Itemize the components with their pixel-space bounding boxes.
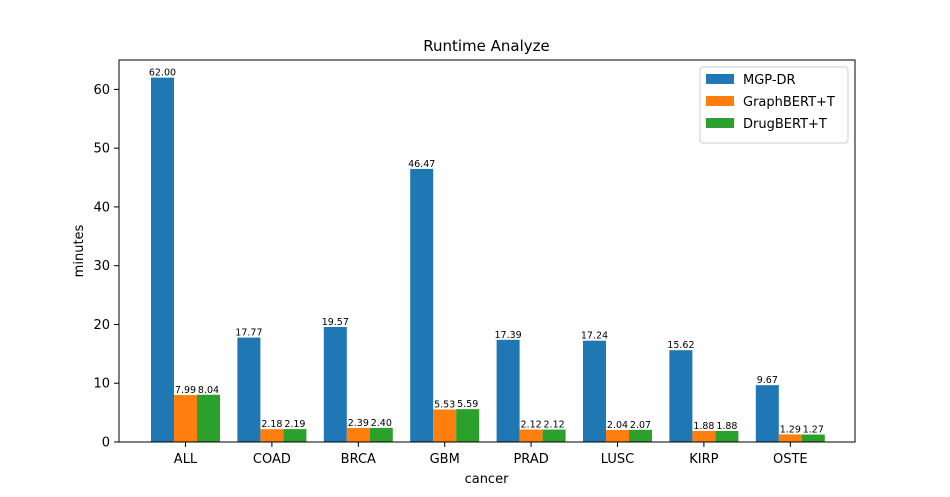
bar-mgp-dr-prad — [496, 339, 520, 442]
x-tick-label-coad: COAD — [253, 452, 291, 467]
bar-value-label: 2.12 — [544, 420, 565, 431]
y-tick-label: 30 — [93, 259, 110, 274]
bar-mgp-dr-kirp — [669, 350, 693, 442]
y-tick-label: 60 — [93, 83, 110, 98]
bar-graphbert-t-prad — [519, 429, 543, 442]
bar-mgp-dr-coad — [237, 337, 261, 442]
bar-value-label: 2.39 — [348, 418, 369, 429]
legend-swatch-mgp-dr — [706, 74, 734, 84]
legend: MGP-DR GraphBERT+T DrugBERT+T — [699, 66, 849, 144]
bar-value-label: 2.12 — [521, 420, 542, 431]
x-tick-label-all: ALL — [174, 452, 198, 467]
bar-drugbert-t-prad — [542, 429, 566, 442]
bar-mgp-dr-brca — [323, 326, 347, 442]
y-tick-label: 10 — [93, 377, 110, 392]
bar-value-label: 1.88 — [716, 421, 737, 432]
y-tick-label: 50 — [93, 142, 110, 157]
bar-value-label: 1.29 — [780, 424, 801, 435]
bar-drugbert-t-oste — [801, 434, 825, 442]
bar-value-label: 7.99 — [175, 385, 196, 396]
bar-graphbert-t-brca — [346, 427, 370, 442]
bar-value-label: 46.47 — [408, 159, 435, 170]
x-tick-label-oste: OSTE — [773, 452, 808, 467]
y-tick-label: 20 — [93, 318, 110, 333]
bar-drugbert-t-gbm — [456, 409, 480, 442]
bar-graphbert-t-lusc — [606, 430, 629, 442]
bar-graphbert-t-all — [174, 395, 197, 442]
bar-value-label: 17.77 — [235, 328, 262, 339]
bar-mgp-dr-all — [151, 77, 174, 442]
y-axis-title: minutes — [72, 224, 87, 277]
bar-graphbert-t-kirp — [692, 430, 716, 442]
y-axis-ticks: 0 10 20 30 40 50 60 — [93, 83, 119, 451]
legend-label-graphbert-t: GraphBERT+T — [743, 95, 835, 110]
y-tick-label: 0 — [102, 436, 110, 451]
bar-graphbert-t-gbm — [433, 409, 457, 442]
bar-value-label: 5.59 — [457, 399, 478, 410]
bar-value-label: 19.57 — [322, 317, 349, 328]
bar-graphbert-t-oste — [778, 434, 802, 442]
bar-drugbert-t-coad — [283, 429, 307, 442]
chart-title: Runtime Analyze — [423, 37, 550, 55]
plot-frame — [118, 59, 856, 443]
bar-graphbert-t-coad — [260, 429, 284, 442]
legend-label-drugbert-t: DrugBERT+T — [743, 117, 827, 132]
bar-value-label: 62.00 — [149, 68, 176, 79]
legend-box — [699, 66, 849, 144]
bar-value-label: 17.39 — [494, 330, 521, 341]
legend-label-mgp-dr: MGP-DR — [743, 73, 796, 88]
x-tick-label-gbm: GBM — [430, 452, 460, 467]
x-tick-label-lusc: LUSC — [601, 452, 634, 467]
bar-value-label: 2.19 — [284, 419, 305, 430]
x-tick-label-prad: PRAD — [513, 452, 548, 467]
x-axis-title: cancer — [465, 472, 509, 487]
bar-mgp-dr-lusc — [583, 340, 606, 442]
bar-drugbert-t-all — [197, 394, 220, 442]
bar-value-label: 1.27 — [803, 425, 824, 436]
bar-value-label: 2.40 — [371, 418, 392, 429]
bar-drugbert-t-brca — [369, 427, 393, 442]
bar-drugbert-t-lusc — [629, 429, 652, 442]
y-tick-label: 40 — [93, 200, 110, 215]
bar-drugbert-t-kirp — [715, 430, 739, 442]
bar-value-label: 1.88 — [693, 421, 714, 432]
bar-mgp-dr-gbm — [410, 168, 434, 442]
legend-swatch-drugbert-t — [706, 118, 734, 128]
bar-value-label: 2.07 — [630, 420, 651, 431]
bar-value-label: 2.18 — [261, 419, 282, 430]
x-axis-ticks: ALL COAD BRCA GBM PRAD LUSC KIRP OSTE — [174, 442, 808, 467]
bar-value-label: 17.24 — [581, 331, 608, 342]
legend-swatch-graphbert-t — [706, 96, 734, 106]
bar-value-label: 5.53 — [434, 400, 455, 411]
bar-value-label: 9.67 — [757, 375, 778, 386]
x-tick-label-kirp: KIRP — [689, 452, 718, 467]
bar-labels-layer: 62.00 7.99 8.04 17.77 2.18 2.19 19.57 2.39 2.40 4… — [149, 68, 824, 436]
bar-value-label: 8.04 — [198, 385, 219, 396]
bar-value-label: 2.04 — [607, 420, 628, 431]
bars-layer — [151, 77, 825, 442]
bar-value-label: 15.62 — [667, 340, 694, 351]
bar-mgp-dr-oste — [755, 385, 779, 442]
x-tick-label-brca: BRCA — [341, 452, 376, 467]
